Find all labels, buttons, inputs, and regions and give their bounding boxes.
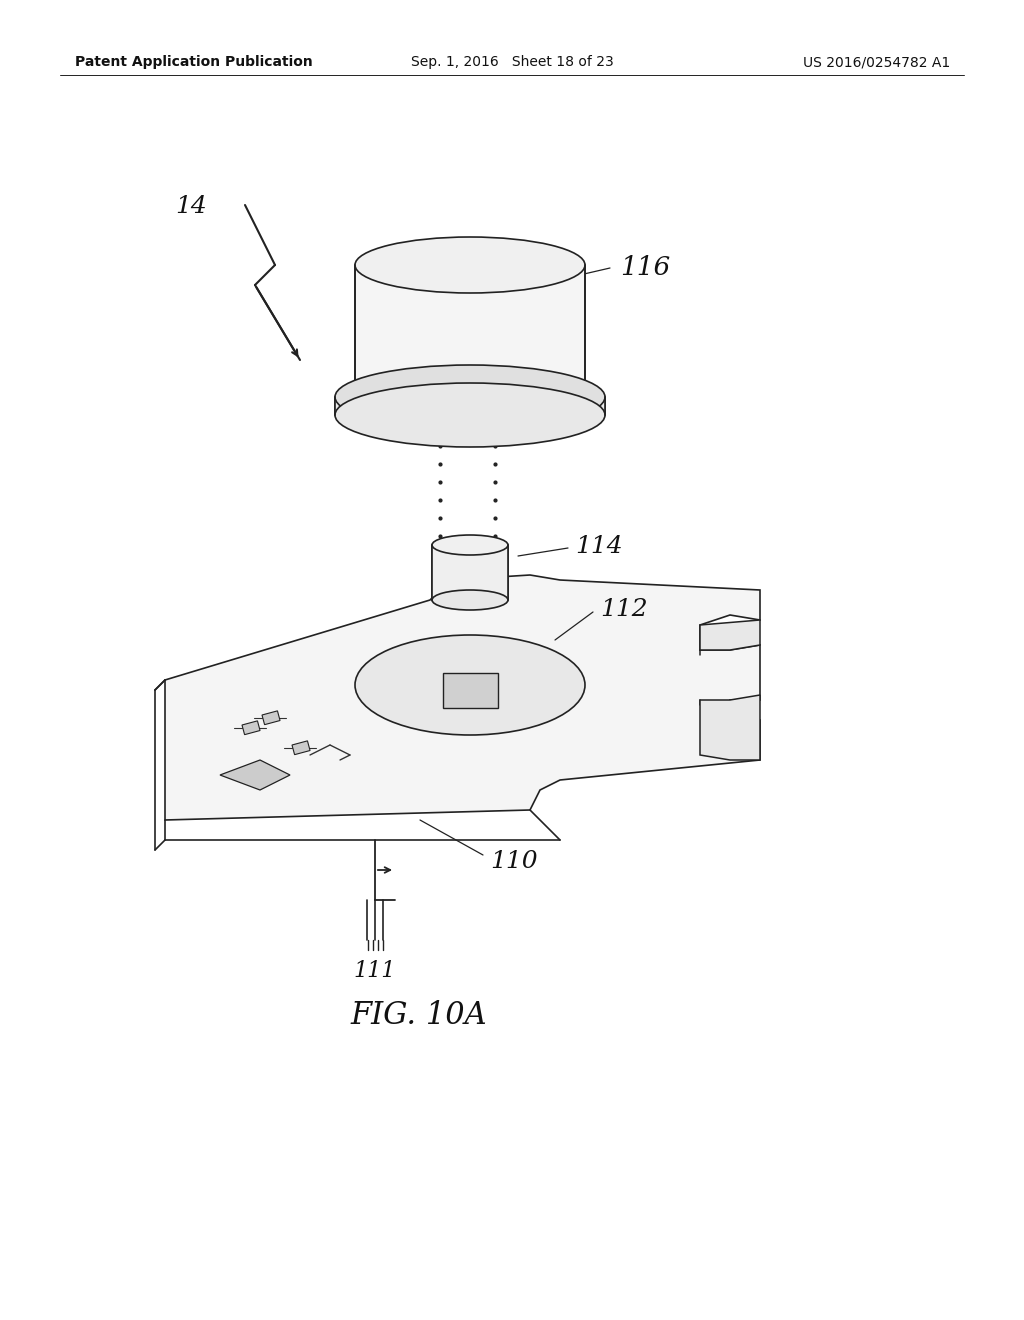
Bar [292, 741, 310, 755]
Text: 116: 116 [620, 255, 671, 280]
Text: Sep. 1, 2016   Sheet 18 of 23: Sep. 1, 2016 Sheet 18 of 23 [411, 55, 613, 69]
Ellipse shape [355, 635, 585, 735]
Text: Patent Application Publication: Patent Application Publication [75, 55, 312, 69]
Text: 114: 114 [575, 535, 623, 558]
Polygon shape [700, 620, 760, 649]
Bar [443, 673, 498, 708]
Ellipse shape [355, 367, 585, 422]
Polygon shape [220, 760, 290, 789]
Text: US 2016/0254782 A1: US 2016/0254782 A1 [803, 55, 950, 69]
Polygon shape [165, 576, 760, 820]
Ellipse shape [432, 590, 508, 610]
Text: 111: 111 [353, 960, 395, 982]
Ellipse shape [432, 535, 508, 554]
Bar [262, 711, 280, 725]
Text: FIG. 10A: FIG. 10A [350, 1001, 486, 1031]
Ellipse shape [335, 383, 605, 447]
Text: 14: 14 [175, 195, 207, 218]
Polygon shape [355, 265, 585, 395]
Ellipse shape [355, 238, 585, 293]
Text: 110: 110 [490, 850, 538, 873]
Polygon shape [700, 696, 760, 760]
Text: 112: 112 [600, 598, 647, 620]
Polygon shape [335, 397, 605, 414]
Polygon shape [432, 545, 508, 601]
Ellipse shape [335, 366, 605, 429]
Bar [242, 721, 260, 735]
